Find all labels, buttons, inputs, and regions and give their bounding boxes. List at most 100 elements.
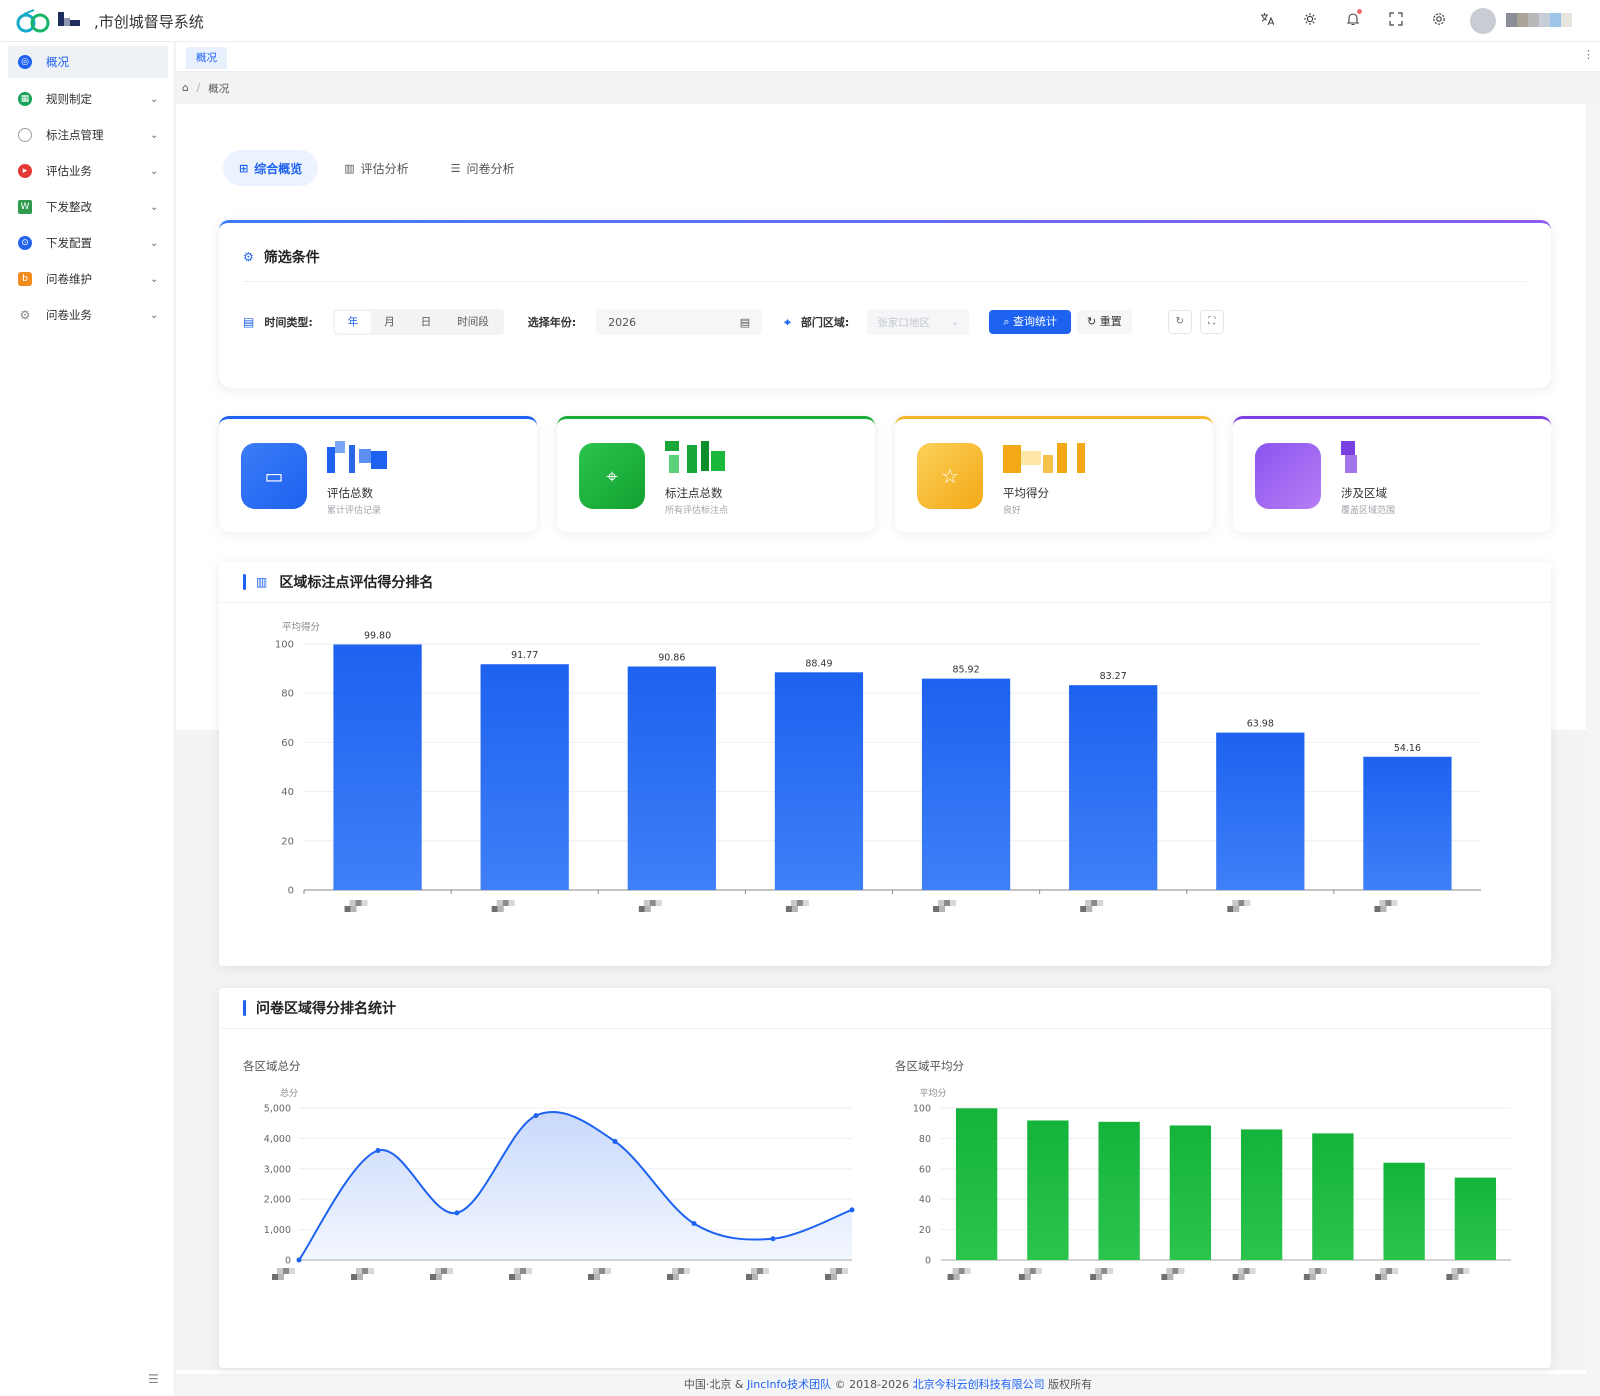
expand-icon-button[interactable]: ⛶: [1199, 310, 1224, 334]
user-name[interactable]: [1506, 13, 1572, 27]
collapse-menu-icon[interactable]: ☰: [148, 1372, 159, 1386]
bar-chart-icon: ▥: [344, 161, 355, 175]
breadcrumb-current: 概况: [208, 82, 230, 95]
sidebar-item-label: 规则制定: [46, 92, 92, 106]
y-tick-label: 100: [913, 1104, 931, 1115]
y-axis-title: 平均分: [919, 1087, 946, 1099]
sidebar-item-survey-business[interactable]: ⚙ 问卷业务 ⌄: [8, 299, 168, 331]
x-axis-label-redacted: [751, 1268, 757, 1274]
tab-label: 问卷分析: [466, 161, 515, 176]
x-axis-label-redacted: [673, 1274, 679, 1280]
time-option-day[interactable]: 日: [420, 316, 432, 328]
time-option-range[interactable]: 时间段: [457, 316, 489, 328]
x-axis-label-redacted: [1374, 906, 1381, 912]
data-point: [612, 1138, 618, 1144]
data-label: 83.27: [1100, 671, 1127, 682]
document-icon: ▭: [241, 443, 307, 509]
x-axis-label-redacted: [594, 1274, 600, 1280]
x-axis-label-redacted: [952, 1268, 959, 1274]
page-tabs: 概况 ⋮: [176, 42, 1600, 72]
x-axis-label-redacted: [752, 1274, 758, 1280]
sidebar-item-config[interactable]: ⊙ 下发配置 ⌄: [8, 227, 168, 259]
sidebar-item-survey-maintain[interactable]: b 问卷维护 ⌄: [8, 263, 168, 295]
stat-sub: 所有评估标注点: [665, 506, 729, 516]
x-axis-label-redacted: [605, 1268, 611, 1274]
sidebar-item-rectify[interactable]: W 下发整改 ⌄: [8, 191, 168, 223]
translate-icon[interactable]: [1258, 12, 1276, 30]
sidebar-item-label: 下发整改: [46, 200, 92, 214]
tab-label: 综合概览: [254, 161, 303, 176]
sidebar-item-assessment[interactable]: ▸ 评估业务 ⌄: [8, 155, 168, 187]
x-axis-label-redacted: [746, 1274, 752, 1280]
x-axis-label-redacted: [1172, 1268, 1179, 1274]
stat-label: 涉及区域: [1341, 486, 1387, 500]
sidebar-item-label: 概况: [46, 55, 69, 69]
x-axis-label-redacted: [938, 900, 945, 906]
footer-team-link[interactable]: JincInfo技术团队: [746, 1378, 832, 1391]
x-axis-label-redacted: [1097, 900, 1104, 906]
x-axis-label-redacted: [514, 1268, 520, 1274]
tab-assessment-analysis[interactable]: ▥ 评估分析: [328, 150, 424, 186]
home-icon[interactable]: ⌂: [182, 82, 189, 94]
bar-chart-icon: ▥: [256, 575, 268, 589]
assess-icon: ▸: [18, 164, 32, 178]
x-axis-label-redacted: [1320, 1268, 1327, 1274]
chevron-down-icon: ⌄: [150, 93, 159, 105]
x-axis-label-redacted: [355, 900, 362, 906]
chevron-down-icon: ⌄: [150, 237, 159, 249]
x-axis-label-redacted: [1096, 1274, 1103, 1280]
x-axis-label-redacted: [638, 906, 645, 912]
x-axis-label-redacted: [349, 900, 356, 906]
fullscreen-icon[interactable]: [1387, 12, 1405, 30]
x-axis-label-redacted: [447, 1268, 453, 1274]
x-axis-label-redacted: [496, 900, 503, 906]
avg-score-subtitle: 各区域平均分: [895, 1059, 964, 1073]
data-point: [849, 1207, 855, 1213]
time-option-month[interactable]: 月: [384, 316, 395, 328]
dept-select[interactable]: 张家口地区 ⌄: [867, 309, 970, 335]
x-axis-label-redacted: [1385, 900, 1392, 906]
time-option-year[interactable]: 年: [334, 311, 372, 333]
x-axis-label-redacted: [1085, 900, 1092, 906]
sidebar-item-rules[interactable]: ▦ 规则制定 ⌄: [8, 83, 168, 115]
breadcrumb: ⌂ / 概况: [176, 72, 1600, 104]
sidebar-item-markers[interactable]: 标注点管理 ⌄: [8, 119, 168, 151]
query-button[interactable]: ⌕ 查询统计: [989, 310, 1071, 334]
x-axis-label-redacted: [1463, 1268, 1470, 1274]
questionnaire-header: 问卷区域得分排名统计: [243, 998, 396, 1018]
x-axis-label-redacted: [1375, 1274, 1382, 1280]
x-axis-label-redacted: [684, 1268, 690, 1274]
y-tick-label: 60: [281, 738, 294, 749]
tab-survey-analysis[interactable]: ☰ 问卷分析: [435, 150, 531, 186]
x-axis-label-redacted: [836, 1268, 842, 1274]
app-title: ,市创城督导系统: [94, 13, 204, 31]
ranking-chart-title: 区域标注点评估得分排名: [279, 575, 434, 591]
refresh-icon-button[interactable]: ↻: [1167, 310, 1192, 334]
year-picker[interactable]: 2026 ▤: [596, 309, 763, 335]
x-axis-label-redacted: [958, 1268, 965, 1274]
theme-icon[interactable]: [1301, 12, 1319, 30]
avatar[interactable]: [1470, 8, 1496, 34]
reset-button[interactable]: ↻ 重置: [1077, 310, 1132, 334]
stat-value-redacted: [665, 441, 755, 473]
x-axis-label-redacted: [508, 900, 515, 906]
footer-company-link[interactable]: 北京今科云创科技有限公司: [912, 1378, 1045, 1391]
settings-icon[interactable]: [1430, 12, 1448, 30]
x-axis-label-redacted: [791, 906, 798, 912]
stat-card-markers: ⌖ 标注点总数 所有评估标注点: [557, 416, 875, 532]
sidebar: ◎ 概况 ▦ 规则制定 ⌄ 标注点管理 ⌄ ▸ 评估业务 ⌄ W 下发整改 ⌄ …: [0, 42, 175, 1396]
x-axis-label-redacted: [1232, 1274, 1239, 1280]
sidebar-item-overview[interactable]: ◎ 概况: [8, 46, 168, 78]
more-icon[interactable]: ⋮: [1583, 48, 1594, 61]
x-axis-label-redacted: [593, 1268, 599, 1274]
x-axis-label-redacted: [497, 906, 504, 912]
x-axis-label-redacted: [599, 1268, 605, 1274]
chevron-down-icon: ⌄: [150, 165, 159, 177]
data-label: 85.92: [952, 665, 979, 676]
tab-overview[interactable]: 概况: [186, 47, 227, 69]
survey-icon: b: [18, 272, 32, 286]
x-axis-label-redacted: [277, 1268, 283, 1274]
tab-overview-summary[interactable]: ⊞ 综合概览: [223, 150, 319, 186]
sidebar-item-label: 问卷业务: [46, 308, 92, 322]
bell-icon[interactable]: [1344, 9, 1362, 30]
